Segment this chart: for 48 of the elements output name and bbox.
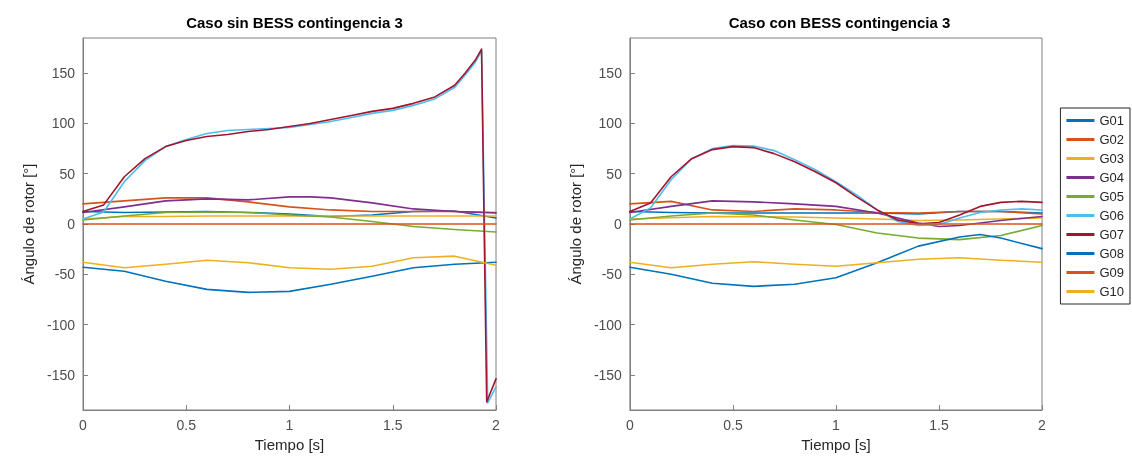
y-tick-label: 150 [598, 65, 623, 82]
x-tick-label: 1 [832, 417, 841, 433]
x-tick-label: 0.5 [723, 417, 743, 433]
y-axis-title: Ángulo de rotor [°] [567, 163, 584, 285]
line-series [629, 200, 1043, 215]
y-tick-label: 100 [598, 115, 623, 132]
y-tick-label: -50 [601, 266, 623, 283]
line-series [629, 200, 1043, 228]
legend-label: G08 [1099, 246, 1125, 261]
y-tick-label: 0 [67, 216, 76, 232]
legend-label: G07 [1099, 227, 1125, 242]
x-tick-label: 0 [626, 417, 635, 433]
x-tick-label: 0 [79, 417, 88, 433]
y-tick-label: 50 [606, 165, 623, 182]
y-tick-label: -100 [593, 316, 623, 333]
x-tick-label: 2 [492, 417, 501, 433]
y-tick-label: -50 [54, 266, 76, 283]
y-tick-label: 100 [51, 115, 76, 132]
x-tick-label: 1.5 [383, 417, 403, 433]
legend-label: G03 [1099, 151, 1125, 166]
line-series [629, 212, 1043, 241]
legend-label: G06 [1099, 208, 1125, 223]
y-tick-label: 150 [51, 65, 76, 82]
y-tick-label: -150 [593, 366, 623, 383]
x-tick-label: 1.5 [929, 417, 949, 433]
chart-title: Caso sin BESS contingencia 3 [186, 14, 403, 31]
y-tick-label: 50 [59, 165, 76, 182]
line-series [82, 211, 497, 233]
x-axis-title: Tiempo [s] [801, 435, 871, 453]
x-axis-title: Tiempo [s] [254, 435, 325, 453]
x-tick-label: 2 [1038, 417, 1047, 433]
legend-label: G09 [1099, 265, 1125, 280]
line-series [82, 255, 497, 271]
chart-title: Caso con BESS contingencia 3 [728, 14, 951, 31]
legend-label: G02 [1099, 132, 1125, 147]
legend-label: G01 [1099, 113, 1125, 128]
y-tick-label: -100 [46, 316, 76, 333]
legend-label: G05 [1099, 189, 1125, 204]
line-series [82, 261, 497, 294]
line-series [629, 256, 1043, 269]
x-tick-label: 0.5 [176, 417, 197, 433]
y-tick-label: -150 [46, 366, 76, 383]
x-tick-label: 1 [285, 417, 294, 433]
y-axis-title: Ángulo de rotor [°] [20, 163, 38, 285]
legend-label: G10 [1099, 284, 1125, 299]
y-tick-label: 0 [614, 216, 623, 232]
legend-label: G04 [1099, 170, 1125, 185]
line-series [629, 233, 1043, 288]
